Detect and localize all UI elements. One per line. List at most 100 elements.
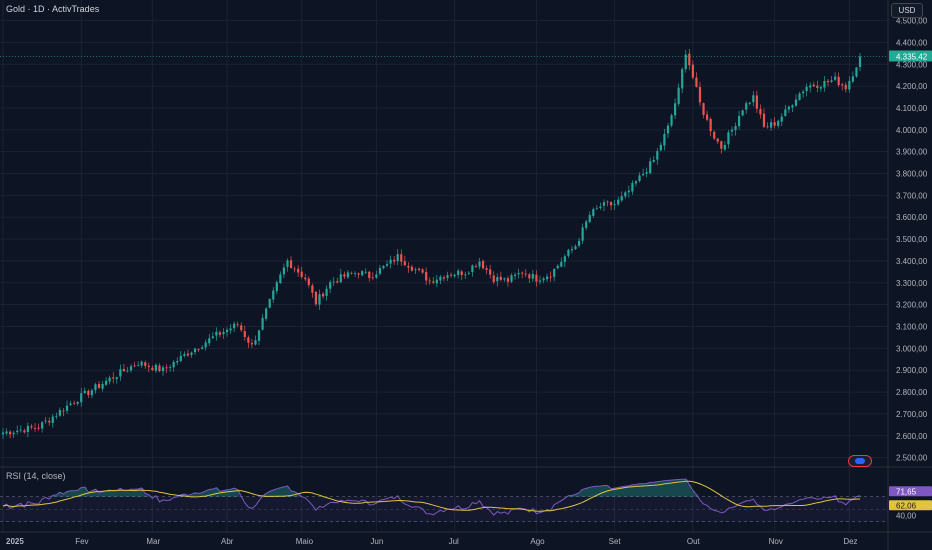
- candle-body: [407, 265, 410, 268]
- candle-body: [286, 260, 289, 267]
- candle-body: [684, 54, 687, 70]
- alert-badge-icon[interactable]: [848, 455, 872, 467]
- candle-body: [585, 221, 588, 228]
- candle-body: [766, 126, 769, 128]
- price-tick-label: 4.500,00: [896, 17, 928, 26]
- candle-body: [602, 202, 606, 206]
- candle-body: [350, 272, 353, 274]
- candle-body: [474, 266, 478, 268]
- candle-body: [83, 390, 86, 393]
- candle-body: [453, 274, 456, 277]
- candle-body: [464, 274, 467, 276]
- candle-body: [304, 277, 307, 280]
- candle-body: [542, 278, 545, 281]
- candle-body: [791, 105, 794, 108]
- candle-body: [677, 87, 680, 104]
- price-tick-label: 4.300,00: [896, 60, 928, 69]
- candle-body: [87, 390, 90, 395]
- rsi-title: RSI (14, close): [6, 471, 66, 481]
- candle-body: [261, 317, 264, 330]
- candle-body: [524, 273, 527, 275]
- candle-body: [414, 269, 417, 271]
- candle-body: [215, 331, 218, 336]
- candle-body: [5, 431, 8, 434]
- candle-body: [101, 383, 104, 389]
- candle-body: [485, 268, 488, 270]
- candle-body: [190, 352, 193, 356]
- candle-body: [368, 271, 371, 278]
- badge-dot: [855, 458, 865, 464]
- candle-body: [819, 87, 822, 89]
- price-tick-label: 3.500,00: [896, 235, 928, 244]
- rsi-lines: [2, 478, 862, 516]
- candle-body: [94, 384, 97, 391]
- candle-body: [734, 125, 737, 131]
- time-tick-label: Abr: [221, 537, 234, 546]
- candle-body: [624, 192, 627, 197]
- candle-body: [702, 103, 705, 115]
- candle-body: [400, 254, 403, 262]
- candle-body: [183, 354, 186, 356]
- candle-body: [588, 215, 591, 222]
- candle-body: [69, 403, 72, 405]
- candle-body: [698, 86, 702, 103]
- currency-button[interactable]: USD: [891, 3, 923, 18]
- candle-body: [844, 84, 847, 90]
- candle-body: [809, 85, 812, 88]
- candle-body: [41, 422, 44, 429]
- candle-body: [478, 261, 481, 267]
- candle-body: [119, 369, 122, 377]
- candle-body: [314, 291, 318, 305]
- candle-body: [222, 332, 225, 335]
- time-tick-label: Dez: [843, 537, 857, 546]
- candle-body: [375, 274, 378, 278]
- time-tick-label: Set: [609, 537, 622, 546]
- candle-body: [570, 249, 574, 251]
- candle-body: [300, 271, 303, 278]
- candle-body: [282, 267, 286, 275]
- candle-body: [545, 276, 549, 280]
- candle-body: [250, 343, 254, 345]
- candle-body: [254, 340, 257, 345]
- candle-body: [108, 377, 111, 382]
- candle-body: [65, 405, 69, 411]
- candle-body: [73, 402, 76, 404]
- candle-body: [371, 277, 374, 279]
- candle-body: [631, 183, 634, 192]
- candle-body: [741, 110, 744, 116]
- price-tick-label: 3.200,00: [896, 301, 928, 310]
- candle-body: [339, 274, 342, 283]
- time-tick-label: Ago: [530, 537, 545, 546]
- candle-body: [247, 337, 250, 343]
- candle-body: [609, 202, 613, 206]
- candle-body: [257, 330, 261, 341]
- candle-body: [638, 175, 641, 181]
- candle-body: [627, 190, 630, 193]
- time-axis[interactable]: 2025 Fev Mar Abr Maio Jun Jul Ago Set Out Nov Dez: [6, 537, 858, 546]
- candle-body: [137, 365, 140, 366]
- candle-body: [147, 365, 150, 367]
- price-tick-label: 3.900,00: [896, 148, 928, 157]
- candle-body: [855, 67, 858, 77]
- candle-body: [784, 109, 787, 116]
- candle-body: [318, 294, 321, 305]
- candle-body: [279, 274, 282, 284]
- candle-body: [567, 249, 570, 256]
- candle-body: [140, 361, 143, 366]
- candle-body: [460, 271, 463, 276]
- candle-body: [492, 275, 495, 283]
- candle-body: [105, 380, 108, 385]
- candle-body: [560, 261, 563, 267]
- candle-body: [549, 276, 552, 278]
- candle-body: [233, 323, 236, 329]
- time-tick-label: Maio: [296, 537, 314, 546]
- price-axis[interactable]: 2.500,00 2.600,00 2.700,00 2.800,00 2.900,00…: [889, 17, 932, 521]
- candle-body: [229, 328, 232, 331]
- candle-body: [649, 161, 652, 174]
- candle-body: [37, 427, 40, 429]
- candle-body: [759, 109, 762, 115]
- candle-body: [204, 342, 207, 348]
- candle-body: [745, 103, 748, 110]
